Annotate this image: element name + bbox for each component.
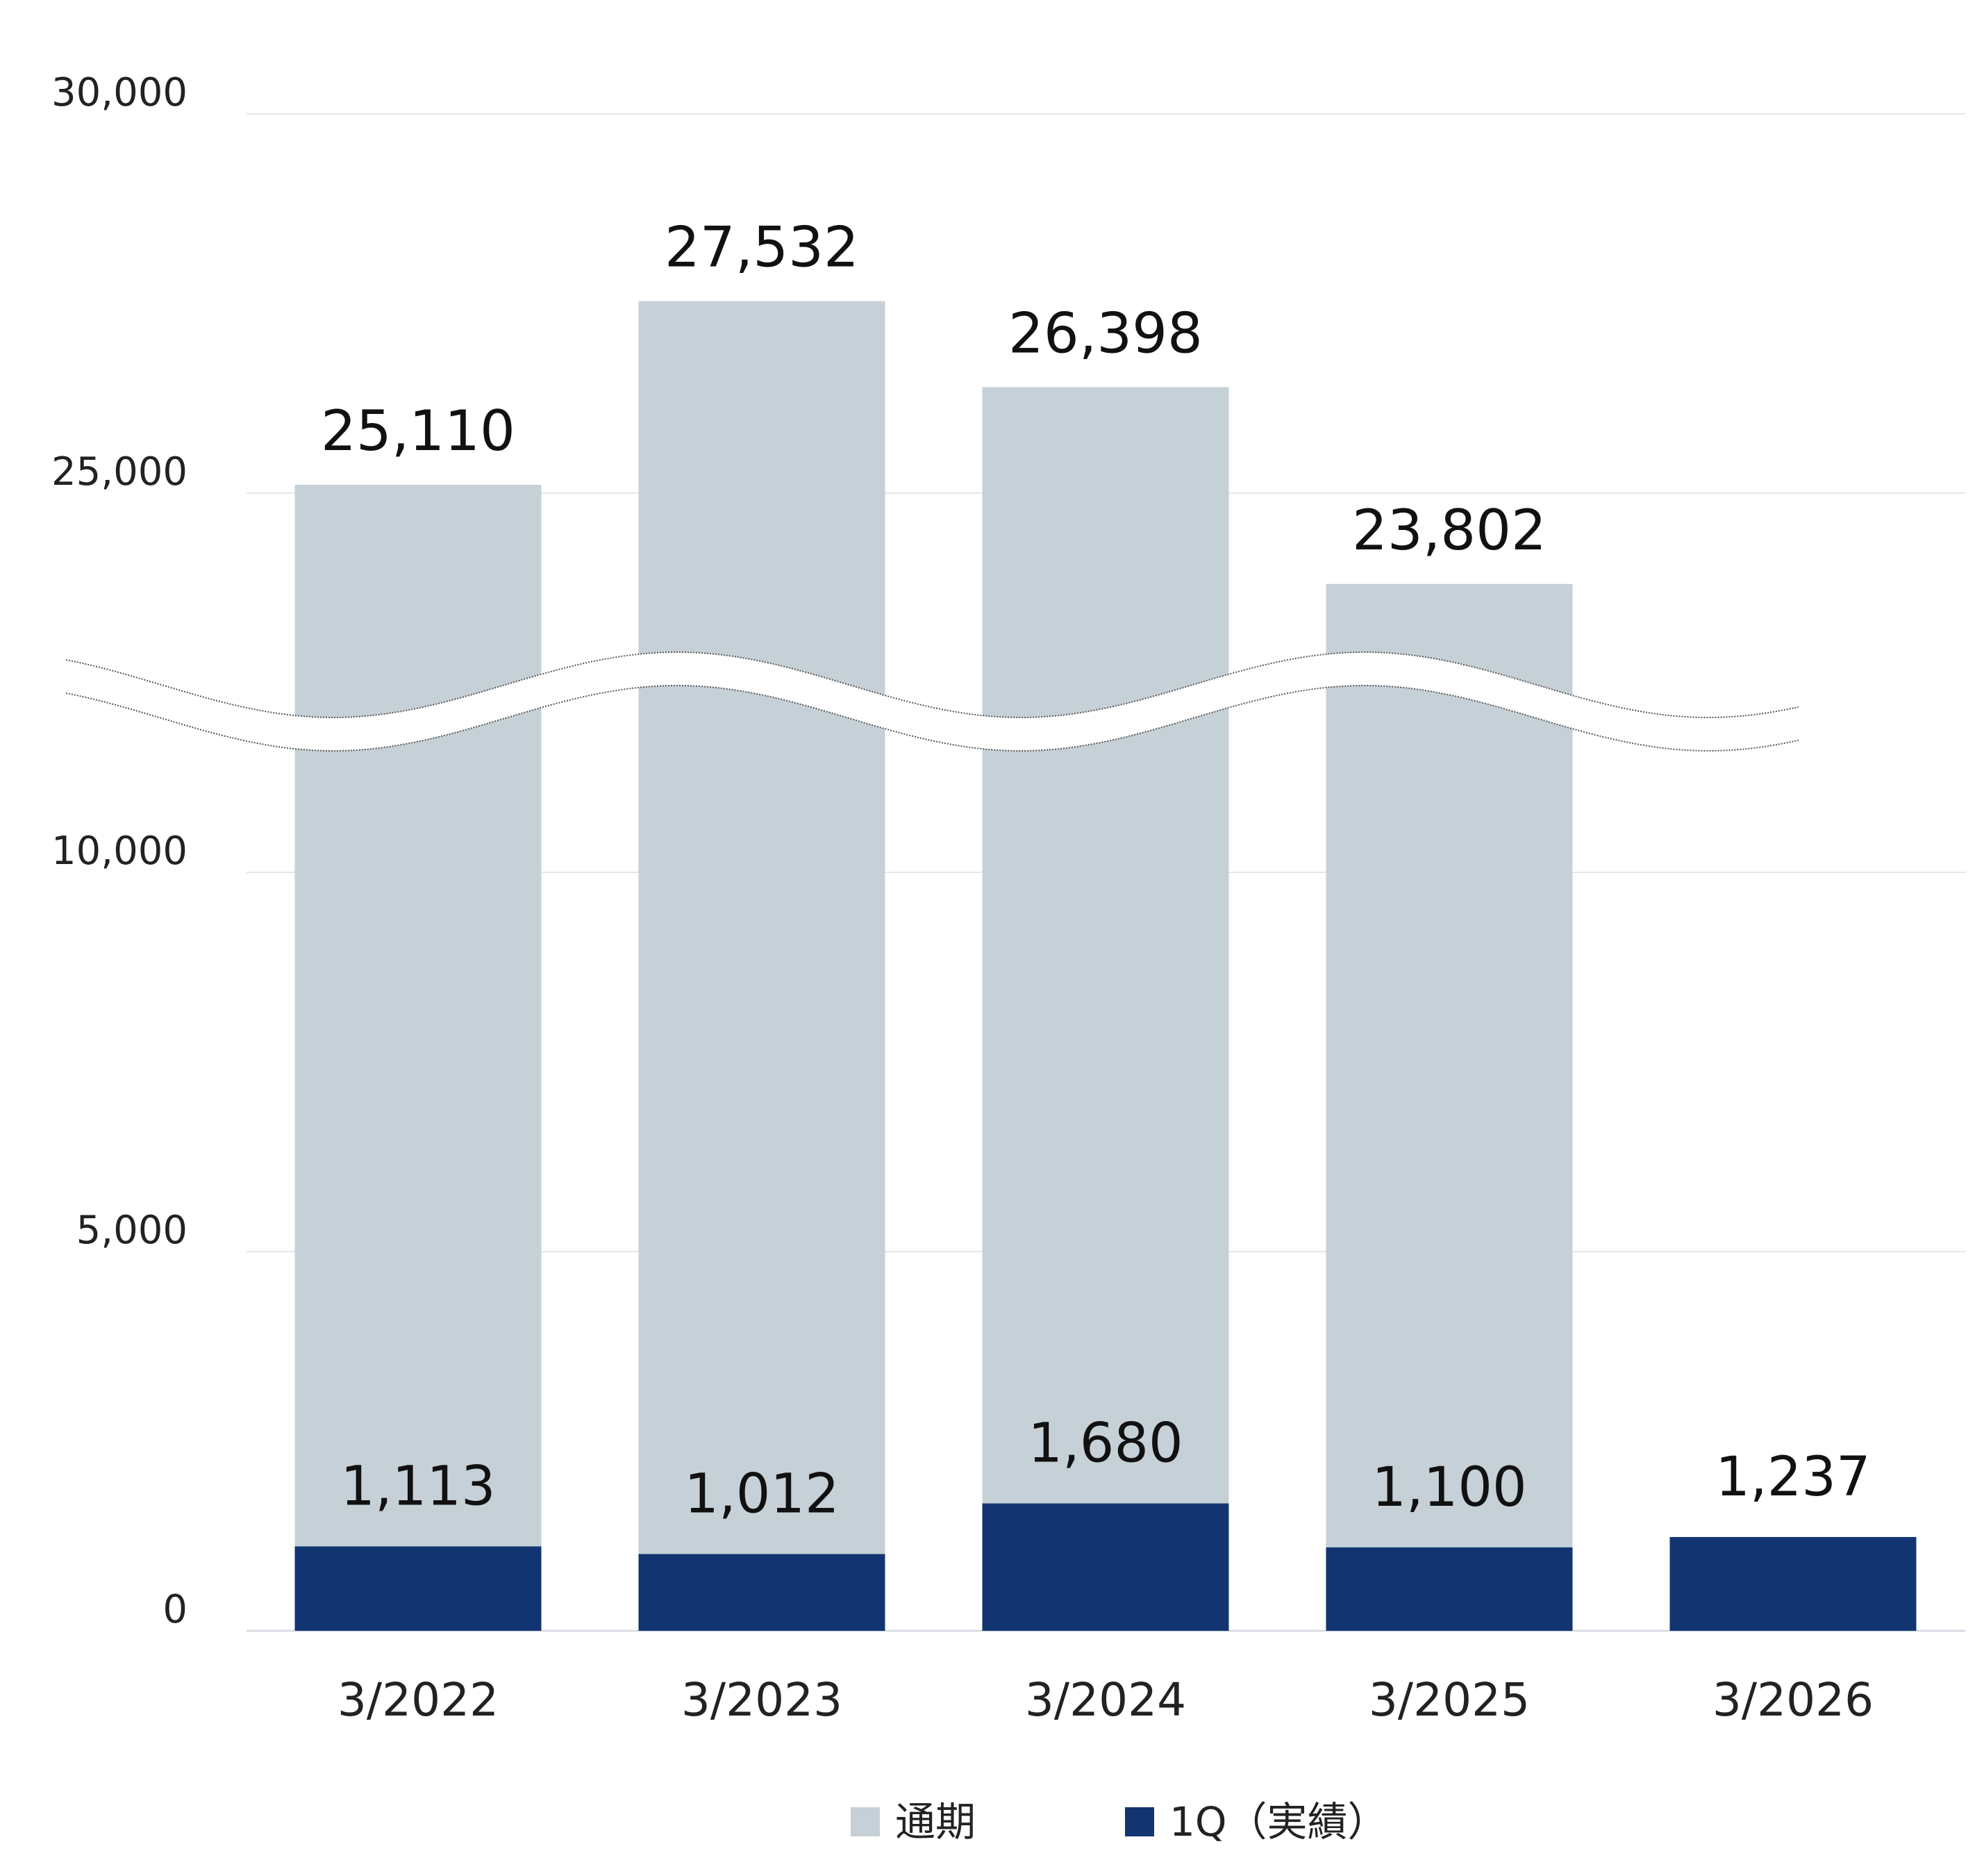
- legend-swatch: [851, 1807, 880, 1836]
- data-label-total: 25,110: [321, 399, 515, 463]
- legend: 通期 1Q（実績）: [851, 1798, 1388, 1845]
- data-label-q1: 1,113: [340, 1455, 495, 1518]
- data-label-q1: 1,680: [1028, 1413, 1183, 1475]
- y-tick-label: 30,000: [51, 70, 187, 115]
- bar-q1: [1669, 1536, 1917, 1631]
- bar-total: [294, 484, 542, 1631]
- y-tick-label: 25,000: [51, 449, 187, 495]
- bar-total: [1326, 583, 1573, 1632]
- data-labels: 25,110 1,113 27,532 1,012 26,398 1,680 23,802 1…: [321, 215, 1871, 1526]
- x-tick-label: 3/2025: [1369, 1673, 1530, 1727]
- axis-break-band: [65, 651, 1799, 752]
- data-label-total: 27,532: [665, 215, 859, 280]
- data-label-q1: 1,237: [1715, 1446, 1870, 1509]
- data-label-total: 23,802: [1352, 498, 1547, 563]
- bar-total: [982, 387, 1229, 1631]
- x-axis: 3/2022 3/2023 3/2024 3/2025 3/2026: [337, 1673, 1874, 1727]
- axis-break-fill: [66, 652, 1799, 751]
- data-label-q1: 1,100: [1372, 1456, 1526, 1519]
- x-tick-label: 3/2022: [337, 1673, 499, 1727]
- axis-break-line-top: [65, 651, 1799, 718]
- axis-break-line-bottom: [65, 685, 1799, 752]
- y-tick-label: 10,000: [51, 829, 187, 874]
- x-tick-label: 3/2023: [681, 1673, 842, 1727]
- legend-label: 通期: [895, 1798, 976, 1845]
- bar-total: [638, 301, 885, 1631]
- y-axis: 0 5,000 10,000 25,000 30,000: [51, 70, 187, 1632]
- y-tick-label: 5,000: [76, 1208, 187, 1253]
- bars: [294, 301, 1917, 1632]
- legend-label: 1Q（実績）: [1169, 1798, 1388, 1845]
- data-label-q1: 1,012: [684, 1463, 839, 1525]
- bar-q1: [982, 1503, 1229, 1631]
- bar-q1: [1326, 1547, 1573, 1631]
- x-tick-label: 3/2024: [1025, 1673, 1186, 1727]
- data-label-total: 26,398: [1008, 301, 1203, 365]
- bar-q1: [294, 1546, 542, 1631]
- legend-swatch: [1125, 1807, 1154, 1836]
- y-tick-label: 0: [162, 1587, 187, 1632]
- bar-q1: [638, 1554, 885, 1631]
- x-tick-label: 3/2026: [1712, 1673, 1874, 1727]
